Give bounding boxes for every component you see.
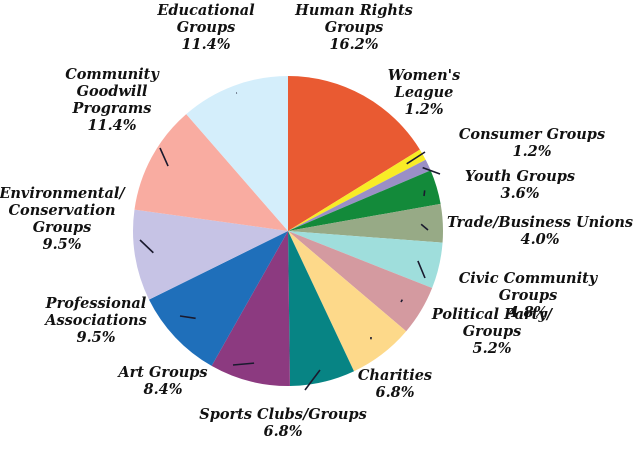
slice-name-line: Women's <box>388 67 461 84</box>
slice-name-line: Youth Groups <box>465 168 575 185</box>
slice-value-label: 1.2% <box>512 143 551 160</box>
slice-value-label: 8.4% <box>143 381 182 398</box>
slice-name-line: Groups <box>499 287 558 304</box>
leader-line-youth-groups <box>424 190 425 196</box>
slice-name-line: Charities <box>358 367 432 384</box>
slice-name-line: Human Rights <box>294 2 413 19</box>
slice-name-line: Environmental/ <box>0 185 126 202</box>
slice-name-line: Trade/Business Unions <box>447 214 633 231</box>
slice-name-line: Educational <box>156 2 255 19</box>
slice-name-line: Associations <box>43 312 147 329</box>
slice-name-line: Art Groups <box>116 364 207 381</box>
slice-name-line: Groups <box>33 219 92 236</box>
slice-value-label: 11.4% <box>87 117 136 134</box>
slice-value-label: 6.8% <box>375 384 414 401</box>
slice-name-line: League <box>394 84 454 101</box>
slice-name-line: Consumer Groups <box>459 126 605 143</box>
slice-name-line: Professional <box>45 295 147 312</box>
slice-name-line: Programs <box>72 100 152 117</box>
slice-name-line: Conservation <box>8 202 115 219</box>
slice-name-line: Groups <box>325 19 384 36</box>
slice-name-line: Goodwill <box>77 83 148 100</box>
slice-value-label: 9.5% <box>42 236 81 253</box>
slice-value-label: 16.2% <box>329 36 378 53</box>
slice-name-line: Political Party/ <box>431 306 554 323</box>
slice-value-label: 1.2% <box>404 101 443 118</box>
slice-value-label: 3.6% <box>500 185 539 202</box>
slice-name-line: Groups <box>177 19 236 36</box>
slice-value-label: 4.0% <box>520 231 559 248</box>
slice-value-label: 9.5% <box>76 329 115 346</box>
slice-value-label: 6.8% <box>263 423 302 440</box>
slice-name-line: Groups <box>463 323 522 340</box>
slice-name-line: Community <box>65 66 160 83</box>
slice-value-label: 11.4% <box>181 36 230 53</box>
slice-name-line: Sports Clubs/Groups <box>199 406 367 423</box>
slice-name-line: Civic Community <box>459 270 599 287</box>
pie-slices <box>133 76 443 386</box>
slice-value-label: 5.2% <box>472 340 511 357</box>
